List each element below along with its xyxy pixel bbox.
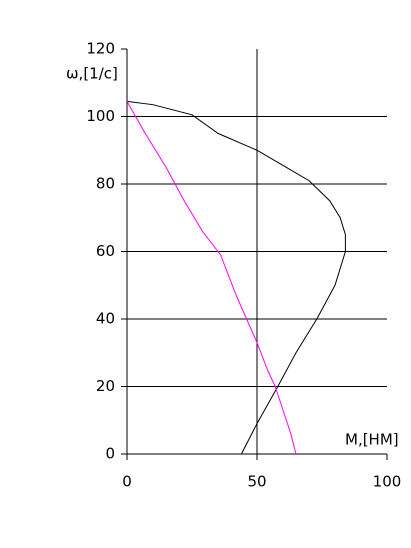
y-tick-label: 80: [96, 175, 115, 193]
x-tick-label: 0: [122, 473, 132, 491]
y-tick-label: 100: [86, 107, 115, 125]
y-tick-label: 40: [96, 310, 115, 328]
x-axis-label: M,[HM]: [345, 431, 399, 449]
x-tick-label: 100: [373, 473, 402, 491]
curve: [126, 100, 346, 455]
y-axis-label: ω,[1/c]: [66, 65, 118, 83]
y-tick-label: 120: [86, 40, 115, 58]
y-tick-label: 60: [96, 242, 115, 260]
curve: [126, 101, 297, 455]
y-tick-label: 0: [105, 445, 115, 463]
x-tick-label: 50: [247, 473, 266, 491]
y-tick-label: 20: [96, 377, 115, 395]
